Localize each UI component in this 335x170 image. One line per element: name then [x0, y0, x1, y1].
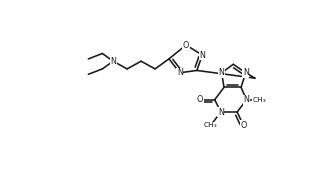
Text: N: N [177, 68, 183, 77]
Text: N: N [199, 50, 205, 59]
Text: O: O [240, 121, 247, 130]
Text: N: N [243, 68, 249, 77]
Text: N: N [110, 57, 116, 66]
Text: N: N [219, 68, 224, 77]
Text: CH₃: CH₃ [253, 97, 267, 103]
Text: O: O [197, 95, 203, 104]
Text: CH₃: CH₃ [204, 122, 218, 128]
Text: N: N [218, 108, 224, 116]
Text: N: N [244, 95, 250, 104]
Text: O: O [183, 40, 189, 49]
